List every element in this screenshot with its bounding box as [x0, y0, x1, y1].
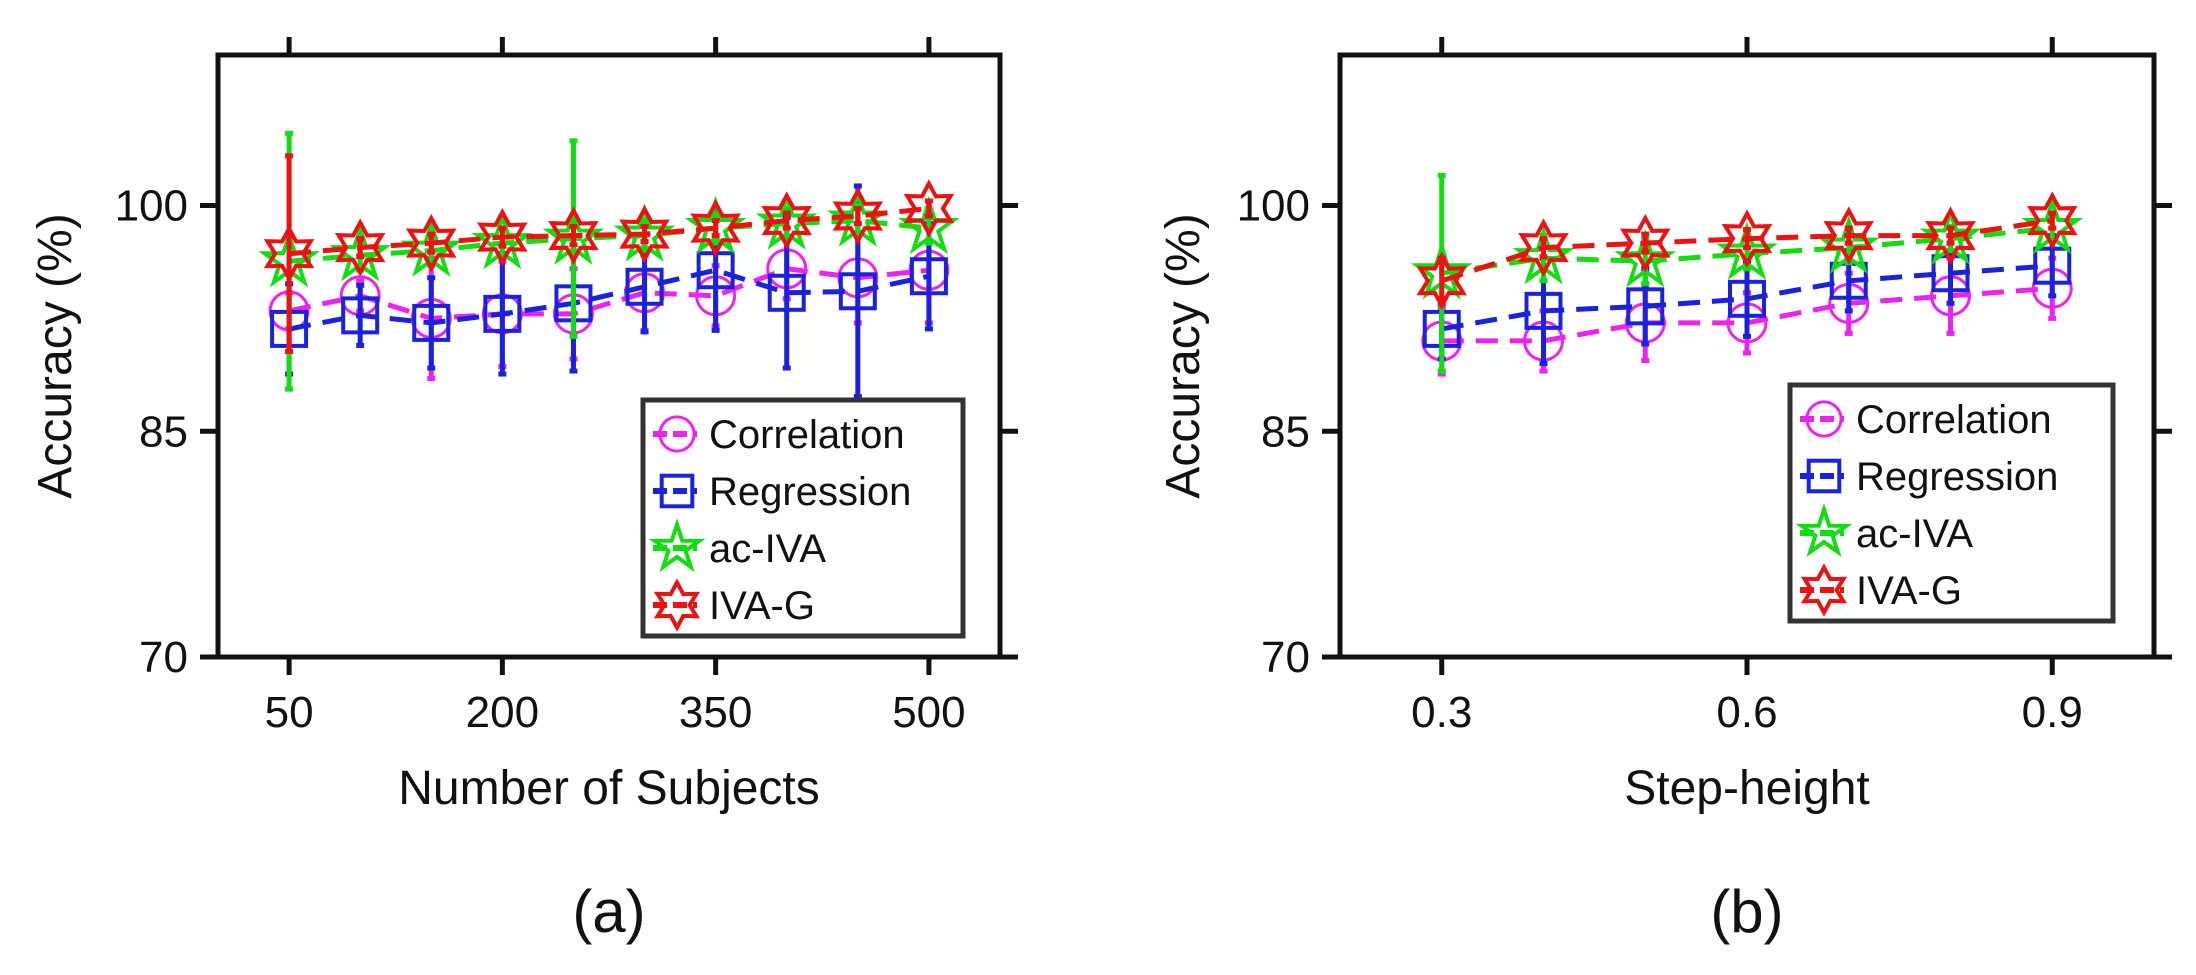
point-regression-a-2 [412, 303, 451, 342]
legend-marker-iva-g-b [1800, 563, 1848, 617]
panel-b: Step-height Accuracy (%) (b) Correlation… [1157, 37, 2172, 945]
point-regression-a-9 [909, 257, 948, 296]
legend-label-ac-iva-a: ac-IVA [709, 527, 826, 571]
point-regression-a-3 [483, 294, 522, 333]
point-regression-b-1 [1524, 291, 1563, 330]
axes-frame-a [215, 52, 1003, 660]
x-tick-label-b-1: 0.6 [1716, 688, 1777, 737]
y-tick-label-a-2: 100 [115, 182, 188, 231]
point-iva-g-b-2 [1619, 213, 1671, 273]
x-axis-label-a: Number of Subjects [398, 762, 820, 815]
legend-label-ac-iva-b: ac-IVA [1856, 512, 1973, 556]
point-iva-g-b-4 [1823, 206, 1875, 265]
point-regression-a-7 [767, 273, 806, 312]
point-regression-b-5 [1931, 254, 1970, 293]
legend-marker-ac-iva-a [648, 518, 706, 573]
plot-area-b [1410, 172, 2084, 377]
x-axis-label-b: Step-height [1624, 762, 1870, 815]
x-tick-label-a-3: 500 [892, 688, 965, 737]
y-axis-label-a: Accuracy (%) [29, 213, 82, 498]
legend-marker-ac-iva-b [1795, 503, 1853, 558]
legend-marker-iva-g-a [653, 578, 701, 632]
panel-caption-a: (a) [572, 878, 645, 945]
legend-label-iva-g-b: IVA-G [1856, 569, 1962, 613]
legend-label-correlation-b: Correlation [1856, 398, 2052, 442]
point-iva-g-a-8 [832, 186, 884, 246]
y-axis-label-b: Accuracy (%) [1157, 213, 1210, 498]
point-ac-iva-a-2 [400, 218, 463, 277]
point-regression-a-1 [341, 296, 380, 335]
point-ac-iva-b-6 [2021, 195, 2084, 255]
point-iva-g-b-0 [1416, 251, 1468, 310]
point-iva-g-b-5 [1925, 206, 1976, 265]
point-iva-g-a-4 [548, 206, 599, 265]
point-regression-a-8 [838, 272, 877, 311]
point-iva-g-a-7 [761, 191, 813, 250]
series-line-correlation-a [288, 266, 930, 321]
point-iva-g-b-6 [2026, 191, 2078, 250]
legend-b: Correlation Regression ac-IVA IVA-G [1787, 382, 2116, 624]
series-line-regression-a [288, 267, 930, 332]
y-tick-label-b-0: 70 [1261, 633, 1310, 682]
legend-label-regression-b: Regression [1856, 455, 2058, 499]
x-tick-label-a-1: 200 [466, 688, 539, 737]
y-tick-label-a-1: 85 [139, 407, 188, 456]
x-tick-label-a-0: 50 [265, 688, 314, 737]
x-tick-label-a-2: 350 [679, 688, 752, 737]
plot-area-a [258, 130, 960, 400]
x-tick-label-b-0: 0.3 [1411, 688, 1472, 737]
y-tick-label-b-1: 85 [1261, 407, 1310, 456]
point-iva-g-a-5 [619, 204, 670, 264]
point-iva-g-a-6 [690, 198, 741, 258]
legend-marker-regression-b [1806, 458, 1842, 494]
legend-label-correlation-a: Correlation [709, 413, 905, 457]
y-tick-label-a-0: 70 [139, 633, 188, 682]
point-iva-g-a-3 [477, 207, 528, 267]
point-iva-g-a-9 [903, 179, 955, 238]
legend-label-regression-a: Regression [709, 470, 911, 514]
point-regression-a-5 [625, 267, 664, 306]
legend-label-iva-g-a: IVA-G [709, 584, 815, 628]
y-tick-label-b-2: 100 [1237, 182, 1310, 231]
point-iva-g-b-1 [1518, 218, 1569, 277]
panel-a: Number of Subjects Accuracy (%) (a) Corr… [29, 37, 1018, 945]
point-iva-g-a-2 [405, 213, 457, 273]
point-iva-g-a-0 [263, 224, 315, 283]
legend-marker-correlation-b [1805, 400, 1843, 438]
point-ac-iva-b-1 [1512, 225, 1575, 285]
series-line-iva-g-a [288, 206, 930, 257]
point-regression-b-2 [1626, 287, 1665, 326]
legend-a: Correlation Regression ac-IVA IVA-G [640, 397, 966, 639]
legend-marker-correlation-a [658, 415, 696, 453]
point-regression-b-3 [1728, 279, 1766, 318]
point-iva-g-b-3 [1721, 209, 1773, 268]
point-ac-iva-a-3 [471, 210, 534, 270]
x-tick-label-b-2: 0.9 [2022, 688, 2083, 737]
panel-caption-b: (b) [1710, 878, 1783, 945]
point-iva-g-a-1 [334, 218, 386, 277]
legend-marker-regression-a [659, 473, 695, 509]
